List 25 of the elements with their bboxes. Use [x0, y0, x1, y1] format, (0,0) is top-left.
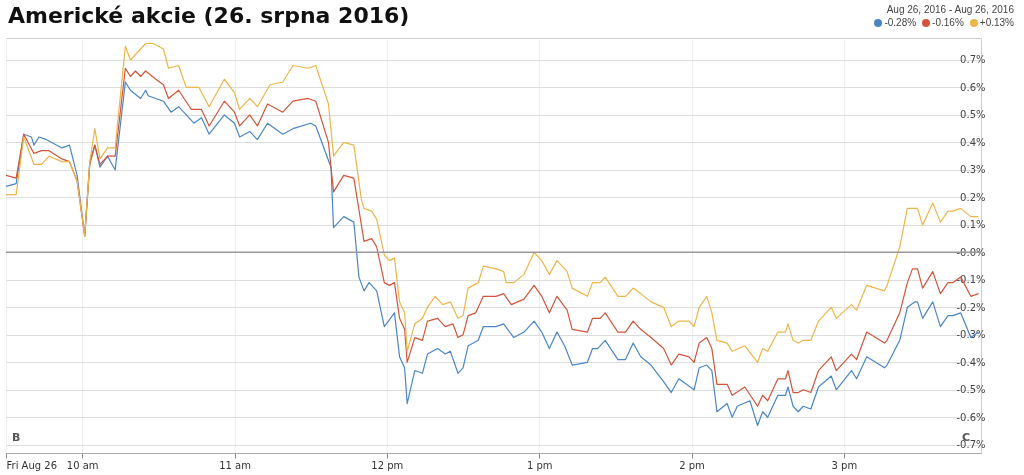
y-tick-label: -0.2%: [956, 301, 986, 313]
y-tick-label: -0.5%: [956, 384, 986, 396]
y-tick-label: 0.7%: [960, 54, 986, 66]
x-tick-label: 3 pm: [831, 459, 858, 471]
y-tick-label: 0.3%: [960, 164, 986, 176]
text: -0.16%: [932, 17, 964, 28]
x-tick-label: 12 pm: [371, 459, 404, 471]
y-tick-label: 0.6%: [960, 81, 986, 93]
text: Aug 26, 2016 - Aug 26, 2016: [885, 3, 1014, 16]
annotation: B: [12, 431, 21, 444]
x-tick-label: 2 pm: [679, 459, 705, 471]
x-tick-label: 10 am: [66, 459, 99, 471]
y-tick-label: 0.5%: [960, 109, 986, 121]
text: +0.13%: [979, 17, 1014, 28]
x-tick-label: 1 pm: [526, 459, 553, 471]
y-tick-label: 0.2%: [960, 191, 986, 203]
x-tick-label: Fri Aug 26: [6, 459, 58, 471]
y-tick-label: -0.7%: [956, 439, 986, 451]
y-tick-label: -0.4%: [956, 356, 986, 368]
y-tick-label: 0.1%: [960, 219, 986, 231]
x-tick-label: 11 am: [219, 459, 251, 471]
y-tick-label: 0.4%: [960, 136, 986, 148]
chart-title: Americké akcie (26. srpna 2016): [8, 3, 410, 28]
y-tick-label: -0.6%: [956, 411, 986, 423]
text: -0.28%: [884, 17, 917, 28]
